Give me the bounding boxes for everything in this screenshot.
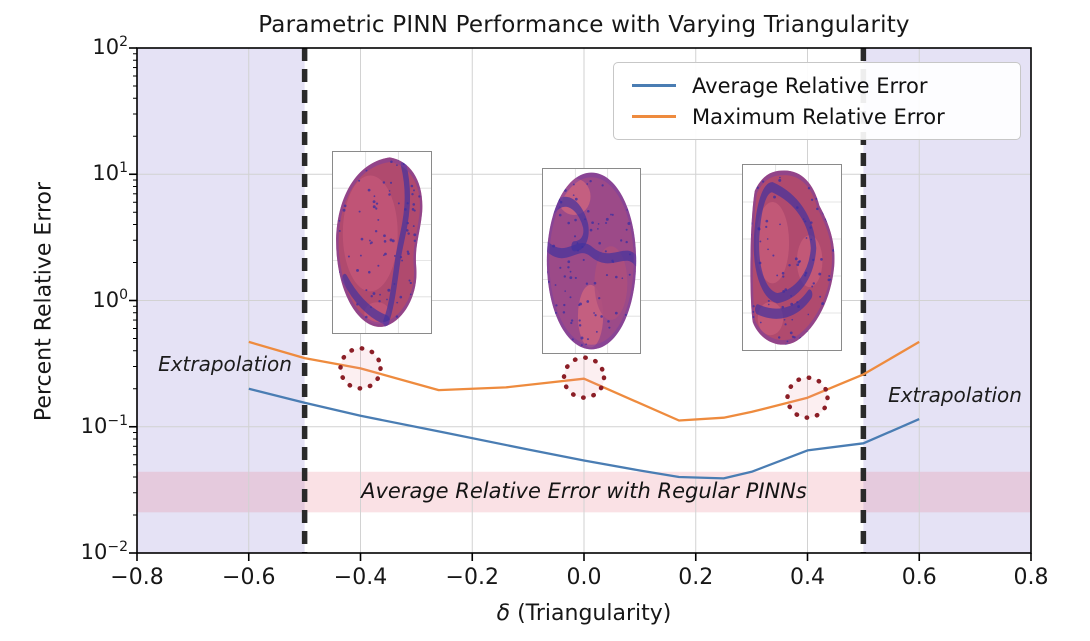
x-tick-label: −0.2: [446, 565, 499, 590]
axis-ticks: [129, 47, 1032, 561]
maximum-relative-error-line: [248, 340, 920, 422]
y-tick-label: 101: [92, 160, 128, 186]
dotted-highlight-circle: [561, 355, 607, 400]
x-tick-label: −0.6: [222, 565, 275, 590]
x-tick-label: 0.8: [1014, 565, 1049, 590]
plasma-interior: [546, 172, 637, 350]
plasma-cross-section-negative-triangularity: [332, 151, 432, 334]
x-tick-label: 0.6: [902, 565, 937, 590]
y-tick-label: 102: [92, 34, 128, 59]
x-tick-label: 0.2: [678, 565, 713, 590]
average-relative-error-line: [248, 387, 920, 480]
legend-item-maximum: Maximum Relative Error: [614, 105, 1020, 129]
x-axis-label: δ (Triangularity): [137, 601, 1031, 626]
x-axis-label-text: (Triangularity): [510, 601, 672, 626]
plasma-cross-section-positive-triangularity: [742, 164, 842, 351]
x-tick-label: −0.4: [334, 565, 387, 590]
x-axis-label-symbol: δ: [496, 601, 511, 626]
legend-label-maximum: Maximum Relative Error: [692, 104, 945, 129]
legend-label-average: Average Relative Error: [692, 73, 928, 98]
maximum-line-swatch-icon: [632, 115, 676, 118]
regular-pinn-band-label: Average Relative Error with Regular PINN…: [361, 479, 807, 503]
chart-title: Parametric PINN Performance with Varying…: [258, 12, 910, 38]
legend-item-average: Average Relative Error: [614, 74, 1020, 98]
x-tick-label: −0.8: [110, 565, 163, 590]
dotted-highlight-circle: [785, 375, 830, 420]
x-tick-label: 0.0: [567, 565, 602, 590]
x-tick-label: 0.4: [790, 565, 825, 590]
y-tick-label: 10−2: [80, 539, 128, 564]
average-line-swatch-icon: [632, 84, 676, 87]
legend: Average Relative Error Maximum Relative …: [613, 62, 1021, 140]
dotted-highlight-circle: [338, 346, 383, 391]
y-tick-label: 10−1: [80, 412, 128, 438]
extrapolation-label-left: Extrapolation: [158, 352, 292, 376]
y-tick-label: 100: [92, 286, 128, 312]
plasma-interior: [750, 170, 835, 345]
extrapolation-label-right: Extrapolation: [888, 383, 1022, 407]
plasma-interior: [336, 157, 423, 327]
plasma-cross-section-zero-triangularity: [542, 168, 641, 354]
